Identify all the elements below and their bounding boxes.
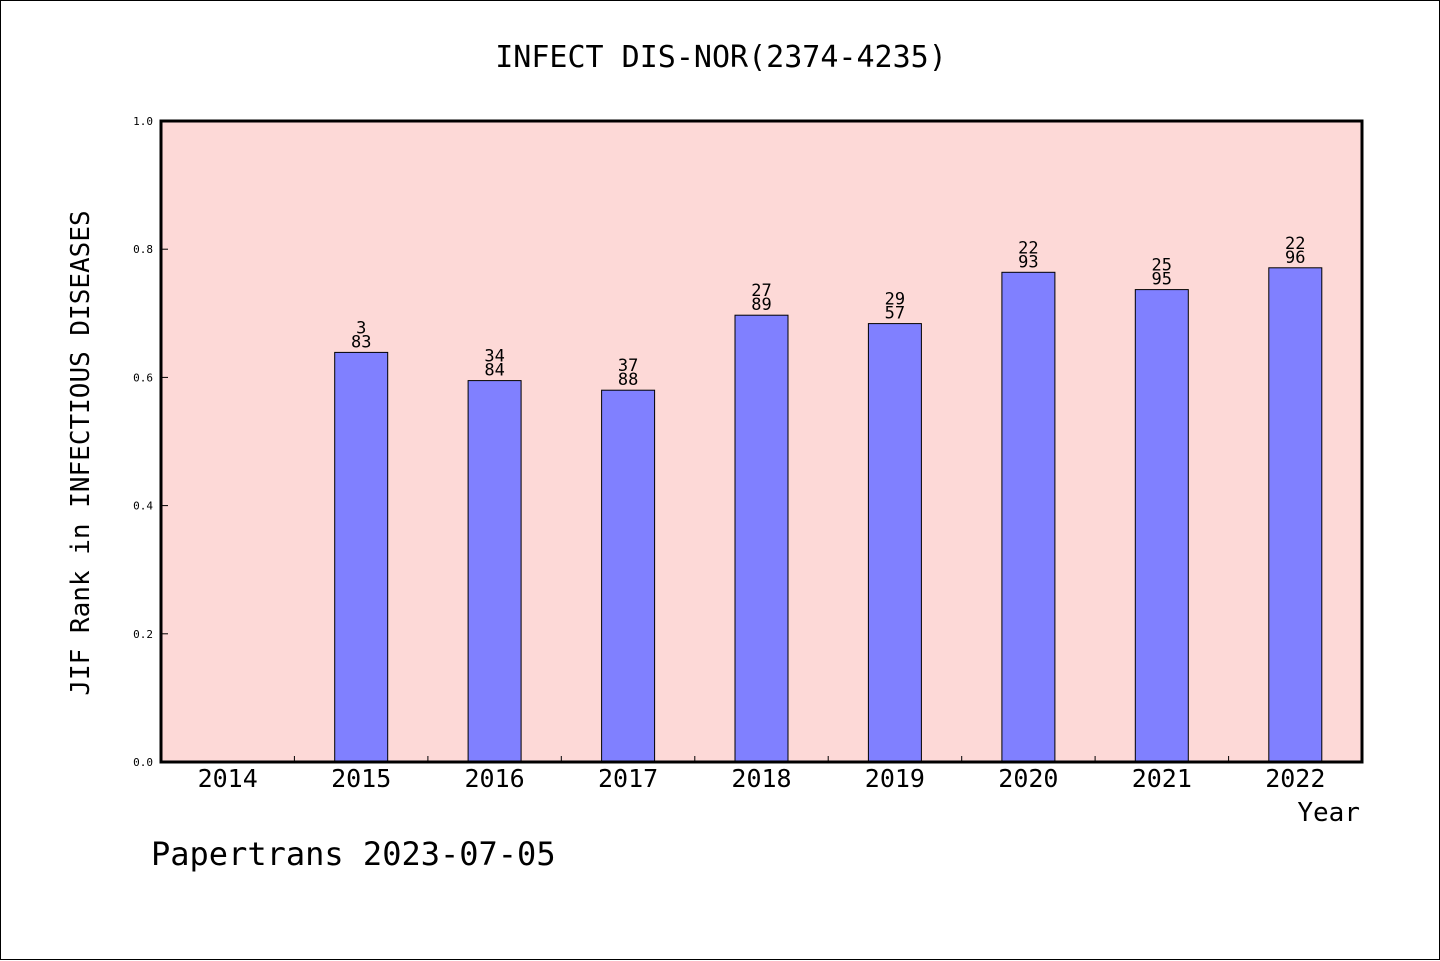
x-tick-label-2022: 2022: [1265, 764, 1325, 793]
plot-border: [159, 119, 1364, 764]
x-tick-label-2019: 2019: [865, 764, 925, 793]
data-label-top-2021: 25: [1152, 256, 1172, 276]
x-tick-label-2021: 2021: [1132, 764, 1192, 793]
bar-2018: [734, 314, 789, 763]
data-label-bottom-2020: 93: [1018, 252, 1038, 272]
y-tick-label-0.2: 0.2: [133, 628, 153, 641]
chart-title: INFECT DIS-NOR(2374-4235): [495, 40, 947, 75]
data-label-top-2016: 34: [484, 347, 504, 367]
bar-2021: [1134, 289, 1189, 763]
data-label-top-2015: 3: [356, 318, 366, 338]
data-label-bottom-2018: 89: [751, 295, 771, 315]
y-tick-label-0.6: 0.6: [133, 371, 153, 384]
x-axis-label: Year: [1297, 798, 1360, 828]
x-tick-label-2017: 2017: [598, 764, 658, 793]
y-tick-label-0.0: 0.0: [133, 756, 153, 769]
x-tick-label-2020: 2020: [998, 764, 1058, 793]
data-label-top-2020: 22: [1018, 238, 1038, 258]
data-label-bottom-2019: 57: [885, 304, 905, 324]
y-axis-label: JIF Rank in INFECTIOUS DISEASES: [66, 210, 96, 695]
x-tick-label-2018: 2018: [731, 764, 791, 793]
y-tick-label-0.4: 0.4: [133, 500, 153, 513]
y-tick-label-1.0: 1.0: [133, 115, 153, 128]
bar-2022: [1268, 267, 1323, 763]
bar-2016: [467, 380, 522, 763]
data-label-bottom-2016: 84: [484, 361, 504, 381]
data-label-top-2017: 37: [618, 356, 638, 376]
x-axis: 2014 2015 2016 2017 2018 2019 2020 2021 2022: [198, 756, 1325, 793]
x-tick-label-2015: 2015: [331, 764, 391, 793]
data-label-bottom-2017: 88: [618, 370, 638, 390]
data-label-top-2019: 29: [885, 290, 905, 310]
data-label-top-2018: 27: [751, 281, 771, 301]
y-tick-label-0.8: 0.8: [133, 243, 153, 256]
x-tick-label-2016: 2016: [464, 764, 524, 793]
data-label-top-2022: 22: [1285, 234, 1305, 254]
data-label-bottom-2015: 83: [351, 332, 371, 352]
bar-2020: [1001, 271, 1056, 763]
bar-2017: [601, 389, 656, 763]
footer-note: Papertrans 2023-07-05: [151, 835, 556, 873]
bar-2015: [334, 351, 389, 763]
bars-group: [334, 267, 1323, 763]
data-label-bottom-2021: 95: [1152, 270, 1172, 290]
x-tick-label-2014: 2014: [198, 764, 258, 793]
bar-2019: [867, 323, 922, 763]
y-axis: 0.0 0.2 0.4 0.6 0.8 1.0: [133, 115, 168, 769]
data-label-bottom-2022: 96: [1285, 248, 1305, 268]
